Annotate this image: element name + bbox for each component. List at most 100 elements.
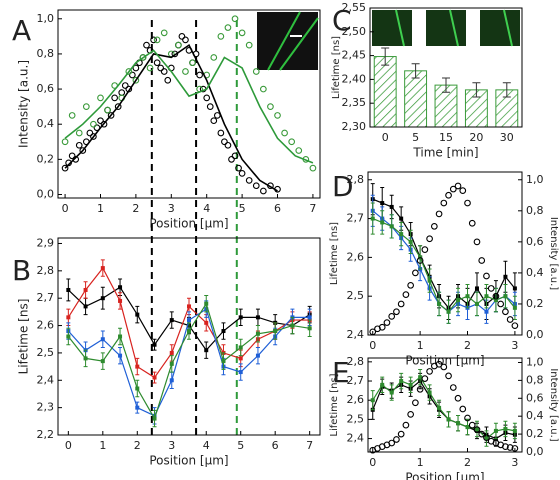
data-point	[474, 286, 479, 291]
data-point	[153, 59, 161, 67]
data-point	[100, 337, 105, 342]
data-point	[235, 164, 242, 172]
series-line	[64, 43, 278, 192]
x-tick-label: 6	[272, 439, 279, 452]
data-point	[483, 434, 490, 442]
data-point	[445, 191, 452, 199]
data-point	[399, 232, 404, 237]
data-point	[454, 182, 462, 190]
data-point	[97, 94, 104, 102]
data-point	[273, 329, 278, 334]
data-point	[389, 224, 394, 229]
data-point	[204, 348, 209, 353]
x-tick-label: 0	[382, 131, 389, 144]
error-bar	[411, 63, 420, 79]
error-bar	[472, 82, 481, 98]
x-tick-label: 5	[237, 439, 244, 452]
x-tick-label: 15	[439, 131, 453, 144]
y2-tick-label: 0,2	[526, 297, 544, 310]
data-point	[473, 426, 481, 433]
data-point	[445, 372, 452, 380]
data-point	[493, 428, 498, 433]
data-point	[152, 342, 157, 347]
y2-tick-label: 0,2	[526, 427, 544, 440]
data-point	[189, 59, 196, 67]
data-point	[380, 220, 385, 225]
data-point	[86, 129, 94, 137]
data-point	[204, 320, 209, 325]
data-point	[118, 334, 123, 339]
data-point	[210, 54, 218, 61]
plot-frame	[369, 7, 523, 128]
data-point	[449, 384, 457, 391]
x-tick-label: 7	[306, 439, 313, 452]
data-point	[435, 210, 443, 218]
x-tick-label: 6	[274, 202, 281, 215]
y-axis-label: Intensity [a.u.]	[17, 60, 31, 148]
y2-tick-label: 0,0	[526, 328, 544, 341]
data-point	[446, 309, 451, 314]
y-tick-label: 2,4	[347, 432, 365, 445]
data-point	[231, 15, 239, 23]
data-point	[107, 112, 115, 119]
x-axis-label: Position [µm]	[149, 454, 228, 468]
data-point	[83, 304, 88, 309]
data-point	[260, 187, 267, 195]
data-point	[437, 405, 442, 410]
data-point	[114, 103, 122, 110]
data-point	[484, 294, 489, 299]
data-point	[82, 103, 90, 110]
data-point	[224, 24, 232, 31]
data-point	[255, 353, 260, 358]
data-point	[511, 445, 519, 452]
x-tick-label: 0	[369, 339, 376, 352]
y2-tick-label: 1,0	[526, 355, 544, 368]
data-point	[169, 318, 174, 323]
data-point	[204, 301, 209, 306]
data-point	[421, 375, 429, 382]
data-point	[187, 304, 191, 309]
y-tick-label: 2,4	[347, 328, 365, 341]
y-axis-label: Lifetime [ns]	[329, 373, 340, 436]
data-point	[512, 428, 517, 433]
data-point	[437, 301, 442, 306]
data-point	[478, 430, 486, 438]
y2-axis-label: Intensity [a.u.]	[548, 368, 559, 441]
y2-axis-label: Intensity [a.u.]	[548, 217, 559, 290]
data-point	[135, 312, 140, 317]
plot-frame	[57, 9, 321, 199]
y-tick-label: 2,6	[37, 319, 55, 332]
y-tick-label: 2,35	[342, 96, 367, 109]
y2-tick-label: 1,0	[526, 173, 544, 186]
data-point	[380, 382, 385, 387]
data-point	[464, 414, 471, 422]
y-tick-label: 1,0	[37, 12, 55, 25]
data-point	[459, 187, 467, 194]
data-point	[511, 322, 519, 330]
data-point	[474, 301, 479, 306]
data-point	[427, 278, 432, 283]
data-point	[370, 216, 375, 221]
x-tick-label: 0	[369, 456, 376, 469]
y2-tick-label: 0,8	[526, 204, 544, 217]
data-point	[402, 421, 410, 429]
data-point	[468, 421, 476, 429]
y-tick-label: 2,8	[347, 355, 365, 368]
data-point	[416, 385, 424, 393]
data-point	[440, 363, 448, 371]
data-point	[150, 36, 157, 44]
data-point	[228, 155, 235, 163]
y-tick-label: 2,30	[342, 120, 367, 133]
x-axis-label: Position [µm]	[405, 471, 484, 480]
data-point	[152, 375, 157, 380]
bar	[404, 70, 428, 128]
x-tick-label: 0	[62, 202, 69, 215]
data-point	[465, 294, 470, 299]
y-axis-label: Lifetime [ns]	[329, 222, 340, 285]
data-point	[267, 103, 274, 110]
data-point	[160, 68, 168, 75]
data-point	[456, 421, 461, 426]
y-tick-label: 2,6	[347, 393, 365, 406]
y-tick-label: 2,4	[37, 373, 55, 386]
